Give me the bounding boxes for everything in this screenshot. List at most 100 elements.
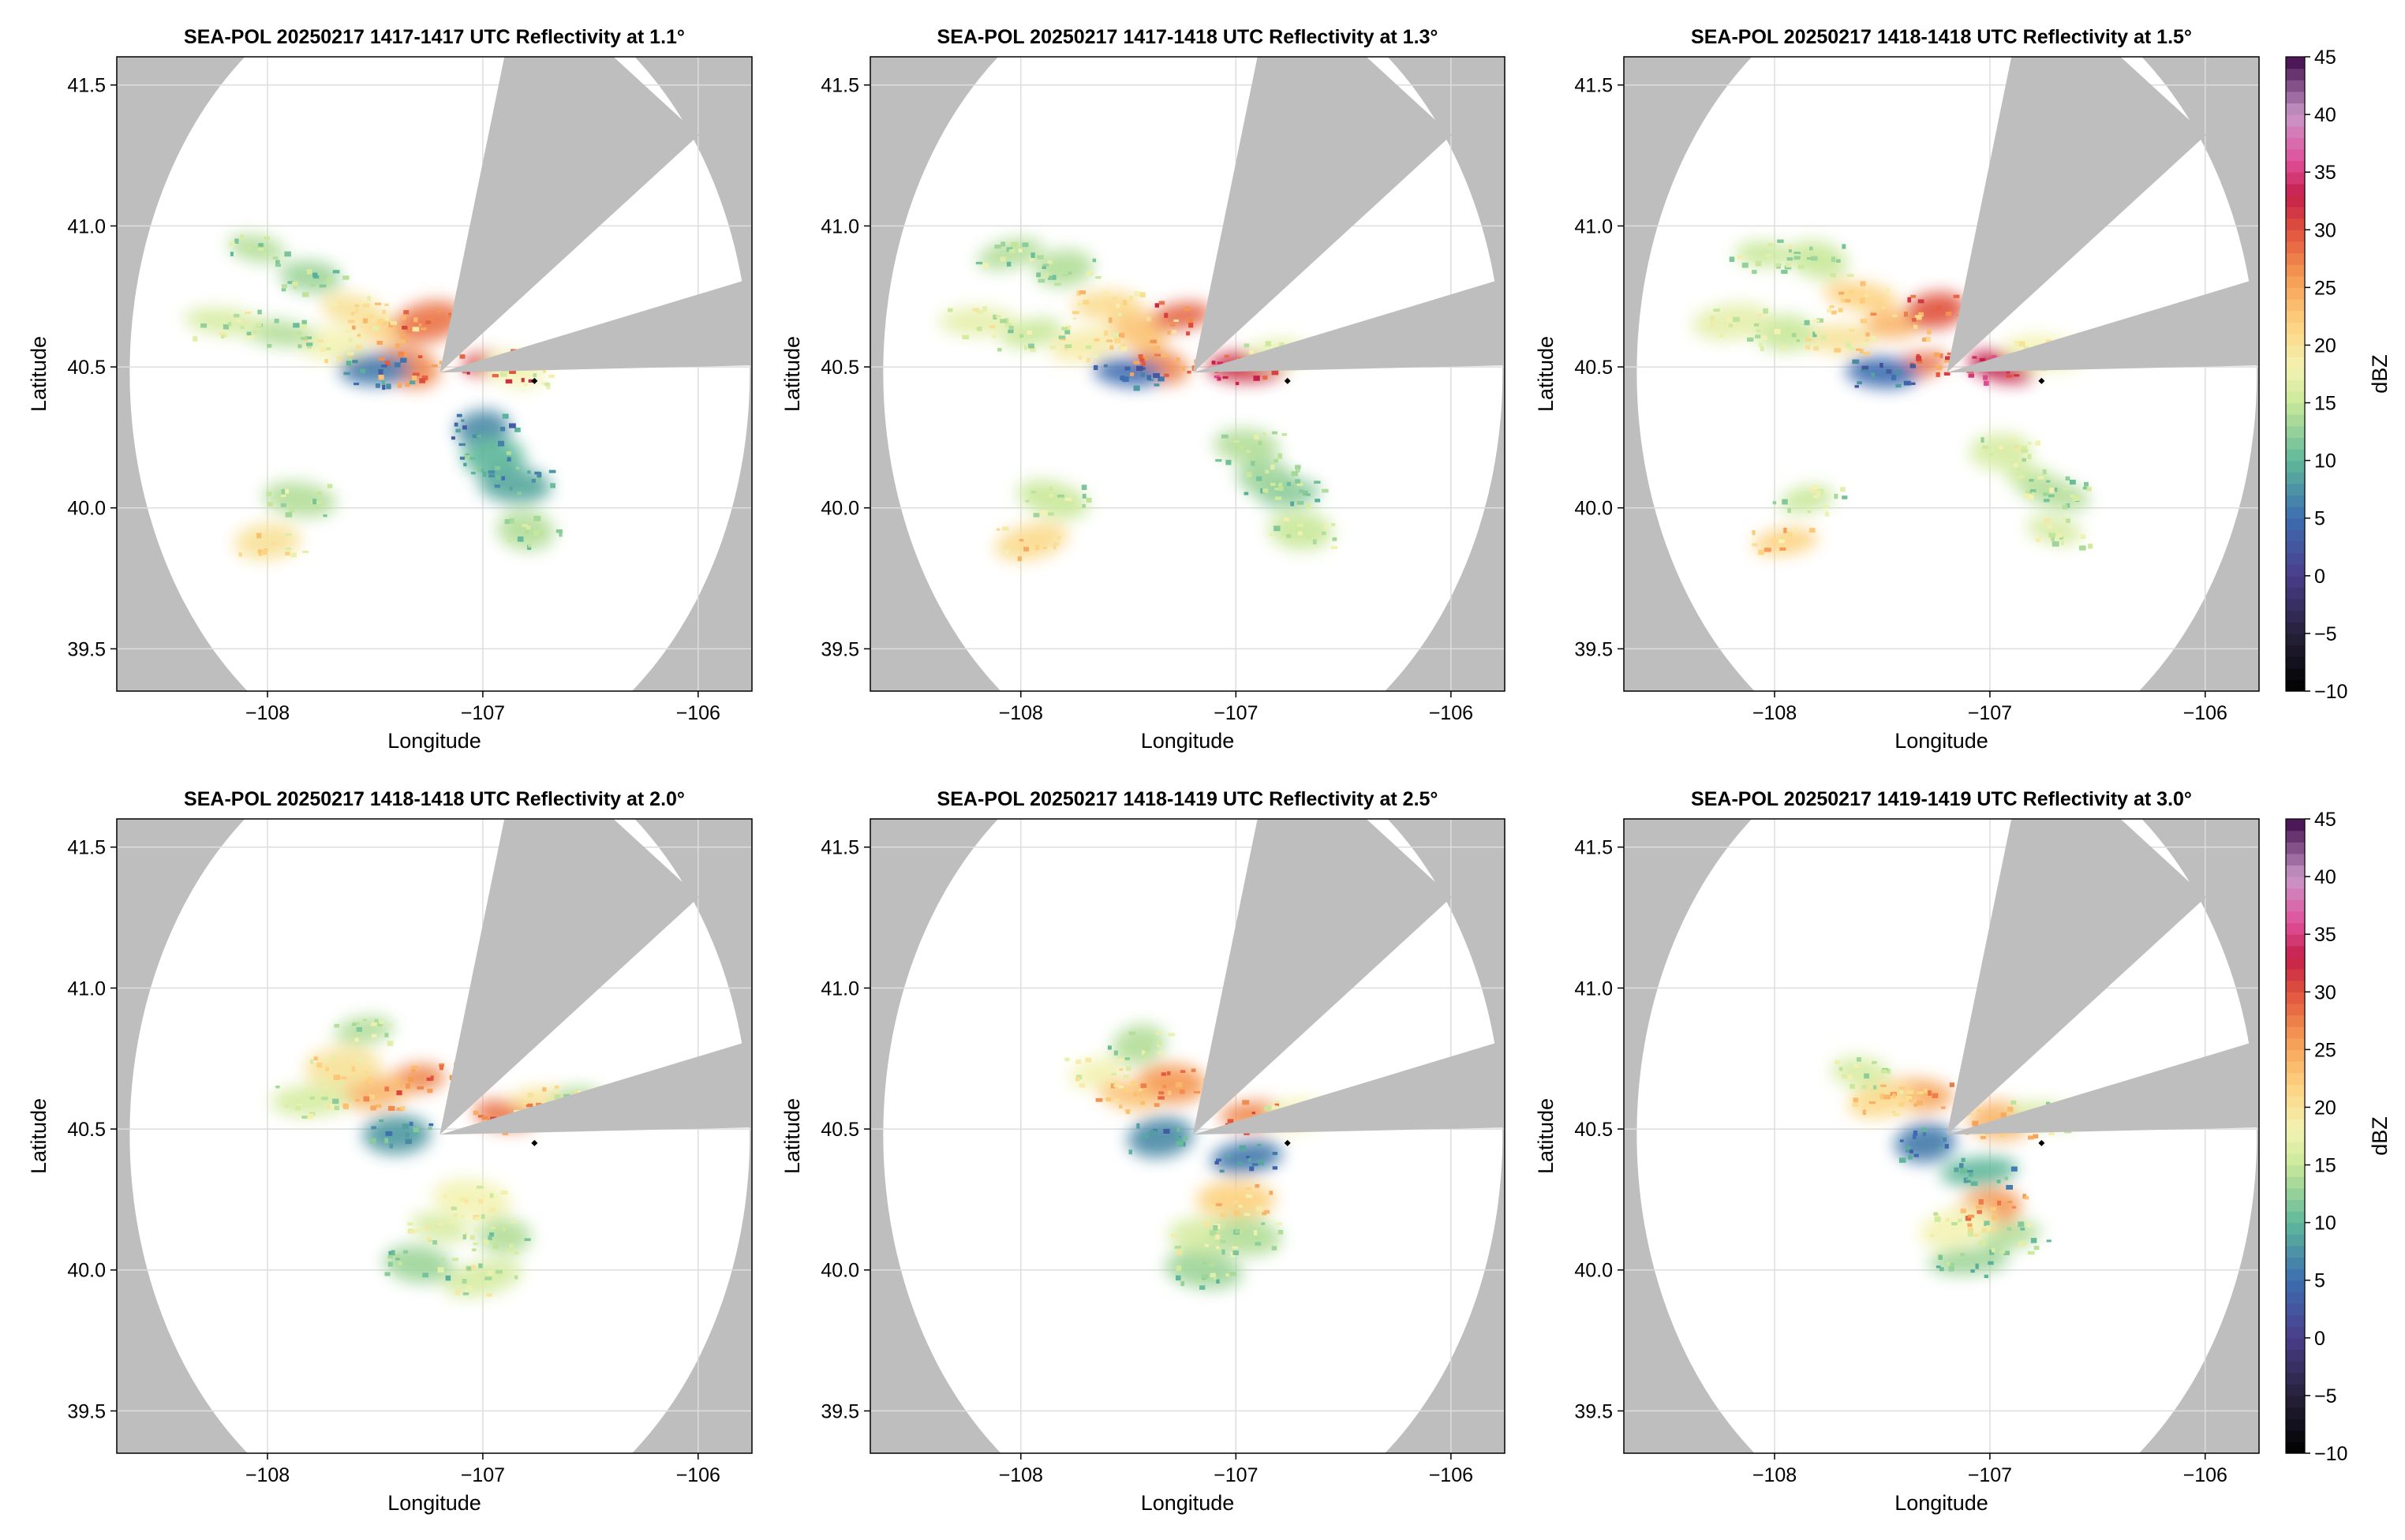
echo-speckle xyxy=(502,1227,507,1232)
echo-speckle xyxy=(238,552,242,557)
echo-speckle xyxy=(1999,446,2004,450)
site-marker xyxy=(1284,377,1291,384)
echo-speckle xyxy=(546,384,551,390)
colorbar-segment xyxy=(2286,1234,2305,1247)
echo-speckle xyxy=(379,1119,384,1123)
echo-cell xyxy=(1211,1217,1282,1256)
plot-frame xyxy=(870,56,1505,692)
echo-speckle xyxy=(1857,381,1862,385)
echo-speckle xyxy=(1772,501,1777,505)
colorbar-segment xyxy=(2286,1142,2305,1154)
echo-speckle xyxy=(1122,376,1129,382)
echo-speckle xyxy=(452,1258,458,1262)
echo-speckle xyxy=(1871,372,1876,378)
echo-speckle xyxy=(1175,1134,1180,1138)
echo-speckle xyxy=(1052,275,1057,280)
colorbar-segment xyxy=(2286,552,2305,565)
echo-speckle xyxy=(1274,525,1281,532)
echo-speckle xyxy=(470,471,476,475)
echo-speckle xyxy=(1213,1224,1218,1231)
echo-speckle xyxy=(1954,1167,1959,1172)
echo-speckle xyxy=(1173,319,1179,323)
echo-speckle xyxy=(1142,356,1149,360)
echo-speckle xyxy=(330,1103,334,1109)
colorbar-segment xyxy=(2286,160,2305,173)
colorbar-segment xyxy=(2286,645,2305,657)
echo-speckle xyxy=(1075,1060,1082,1064)
echo-speckle xyxy=(1935,365,1943,370)
echo-speckle xyxy=(1928,1090,1932,1096)
echo-speckle xyxy=(368,1094,375,1100)
echo-speckle xyxy=(1886,369,1892,374)
echo-cell xyxy=(1069,1057,1123,1089)
echo-speckle xyxy=(2037,476,2044,480)
echo-speckle xyxy=(2033,1246,2040,1250)
echo-speckle xyxy=(1926,336,1931,342)
echo-speckle xyxy=(281,488,286,495)
colorbar-tick-label: −10 xyxy=(2314,681,2347,703)
blocked-sector xyxy=(1192,819,1452,1135)
site-marker xyxy=(1284,1139,1291,1146)
y-tick-label: 40.5 xyxy=(821,357,859,379)
echo-speckle xyxy=(451,1206,457,1211)
echo-speckle xyxy=(1082,503,1087,508)
echo-speckle xyxy=(1938,1254,1943,1260)
colorbar-segment xyxy=(2286,910,2305,924)
echo-speckle xyxy=(1257,1160,1264,1166)
echo-speckle xyxy=(1932,1093,1939,1098)
echo-speckle xyxy=(1111,1072,1116,1075)
echo-speckle xyxy=(376,318,384,323)
echo-speckle xyxy=(563,1093,570,1097)
echo-speckle xyxy=(2048,1131,2055,1135)
echo-speckle xyxy=(372,326,380,331)
echo-speckle xyxy=(552,1088,558,1093)
echo-speckle xyxy=(2082,486,2087,490)
echo-speckle xyxy=(472,434,480,439)
echo-speckle xyxy=(977,309,984,314)
echo-speckle xyxy=(1983,380,1989,386)
echo-speckle xyxy=(1058,335,1066,339)
echo-speckle xyxy=(403,310,410,315)
echo-speckle xyxy=(1908,1099,1913,1102)
echo-speckle xyxy=(1863,352,1871,356)
echo-speckle xyxy=(295,1105,301,1111)
echo-speckle xyxy=(1133,385,1140,391)
echo-speckle xyxy=(474,1228,479,1232)
echo-speckle xyxy=(544,382,550,387)
echo-speckle xyxy=(1036,272,1042,278)
echo-speckle xyxy=(343,1103,349,1109)
echo-speckle xyxy=(1154,353,1161,357)
echo-speckle xyxy=(285,551,290,556)
echo-speckle xyxy=(1176,1265,1182,1271)
echo-speckle xyxy=(473,1242,478,1246)
echo-speckle xyxy=(1079,1083,1086,1088)
echo-speckle xyxy=(275,264,282,267)
echo-speckle xyxy=(1838,308,1843,312)
x-tick-label: −107 xyxy=(461,1464,505,1486)
echo-speckle xyxy=(240,234,245,239)
echo-speckle xyxy=(1868,1110,1872,1114)
echo-speckle xyxy=(1136,365,1143,372)
colorbar-segment xyxy=(2286,1314,2305,1327)
echo-speckle xyxy=(2057,533,2063,538)
echo-speckle xyxy=(477,466,481,472)
echo-speckle xyxy=(1864,293,1870,298)
echo-speckle xyxy=(2003,1250,2010,1255)
echo-speckle xyxy=(499,372,507,377)
echo-speckle xyxy=(357,1058,363,1063)
echo-speckle xyxy=(413,1127,420,1133)
echo-speckle xyxy=(1729,256,1735,262)
echo-speckle xyxy=(1244,343,1250,348)
echo-speckle xyxy=(1188,322,1194,328)
blocked-sector xyxy=(439,57,699,373)
echo-speckle xyxy=(458,443,466,447)
echo-speckle xyxy=(533,373,537,377)
y-tick-label: 40.5 xyxy=(67,357,106,379)
echo-speckle xyxy=(306,342,313,346)
echo-speckle xyxy=(413,1228,420,1232)
echo-speckle xyxy=(1045,546,1050,549)
echo-speckle xyxy=(1269,533,1274,536)
echo-cell xyxy=(184,308,265,336)
echo-speckle xyxy=(1138,1091,1143,1097)
echo-speckle xyxy=(1157,1041,1161,1046)
